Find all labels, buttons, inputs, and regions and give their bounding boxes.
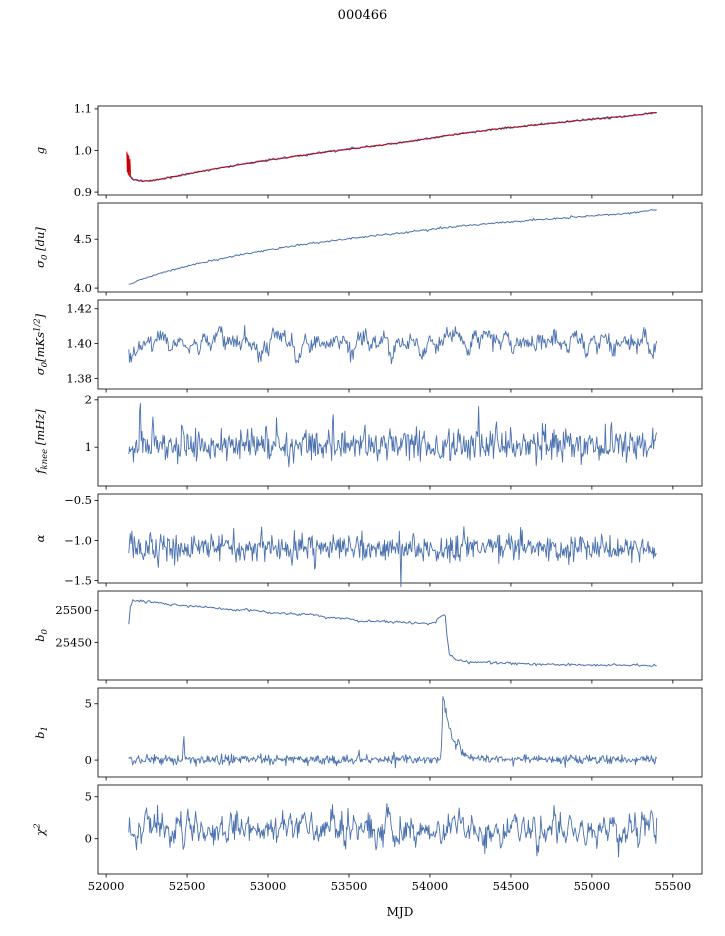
axes-frame (97, 784, 703, 875)
y-axis-label-g: g (33, 147, 47, 154)
panel-sigma0-du: 4.0 4.5 σ0 [du] (33, 202, 703, 296)
axes-frame (97, 202, 703, 293)
x-tick-label: 53000 (250, 879, 287, 893)
panel-b1: 0 5 b1 (33, 687, 703, 781)
y-tick-label: 0.9 (74, 185, 92, 199)
x-tick-label: 54000 (412, 879, 449, 893)
y-tick-label: 1.42 (66, 302, 92, 316)
y-axis-label-chi2: χ2 (33, 823, 48, 836)
y-tick-label: 1.38 (66, 371, 92, 385)
y-tick-label: 1.0 (74, 143, 92, 157)
x-tick-label: 52000 (88, 879, 125, 893)
x-axis-label: MJD (386, 905, 414, 919)
figure-title: 000466 (337, 8, 388, 23)
y-axis-label-b0: b0 (33, 629, 50, 642)
series-b1-data (128, 696, 658, 769)
panel-fknee: 1 2 fknee [mHz] (33, 393, 703, 490)
axes-frame (97, 493, 703, 584)
series-gain-fit (126, 111, 657, 183)
x-tick-label: 54500 (493, 879, 530, 893)
y-axis-label-fknee: fknee [mHz] (33, 409, 50, 475)
y-axis-label-sigma0-mks: σ0[mKs1/2] (33, 313, 51, 375)
y-tick-label: 4.0 (74, 281, 92, 295)
axes-frame (97, 590, 703, 681)
y-tick-label: 1.1 (74, 102, 92, 116)
y-tick-label: −1.5 (64, 573, 92, 587)
y-tick-label: 0 (85, 832, 92, 846)
axes-frame (97, 687, 703, 778)
y-axis-label-sigma0-du: σ0 [du] (33, 227, 50, 268)
axes-frame (97, 105, 703, 196)
x-tick-label: 55500 (655, 879, 692, 893)
series-alpha-data (128, 526, 657, 588)
y-tick-label: 4.5 (74, 232, 92, 246)
y-tick-label: 2 (85, 393, 92, 407)
y-axis-label-b1: b1 (33, 726, 50, 739)
panel-g: 0.9 1.0 1.1 g (33, 102, 703, 199)
panel-alpha: −1.5 −1.0 −0.5 α (33, 493, 703, 588)
y-tick-label: −1.0 (64, 533, 92, 547)
series-chi2-data (128, 803, 658, 858)
series-sigma0-du-data (128, 209, 657, 285)
y-tick-label: 0 (85, 753, 92, 767)
y-tick-label: 1.40 (66, 336, 92, 350)
series-sigma0-mks-data (128, 324, 658, 365)
panel-chi2: 0 5 52000 52500 53000 53500 54000 54500 55000 555… (33, 784, 703, 893)
panel-b0: 25450 25500 b0 (33, 590, 703, 684)
y-tick-label: 1 (85, 440, 92, 454)
series-fknee-data (128, 403, 658, 468)
series-b0-data (128, 599, 657, 667)
axes-frame (97, 299, 703, 390)
y-tick-label: 25500 (55, 603, 92, 617)
series-gain-data (127, 111, 657, 183)
y-tick-label: 5 (85, 697, 92, 711)
x-tick-label: 53500 (331, 879, 368, 893)
y-tick-label: −0.5 (64, 493, 92, 507)
y-tick-label: 25450 (55, 635, 92, 649)
x-tick-label: 52500 (169, 879, 206, 893)
y-axis-label-alpha: α (33, 534, 47, 542)
x-tick-label: 55000 (574, 879, 611, 893)
y-tick-label: 5 (85, 790, 92, 804)
panel-sigma0-mks: 1.38 1.40 1.42 σ0[mKs1/2] (33, 299, 703, 393)
axes-frame (97, 396, 703, 487)
